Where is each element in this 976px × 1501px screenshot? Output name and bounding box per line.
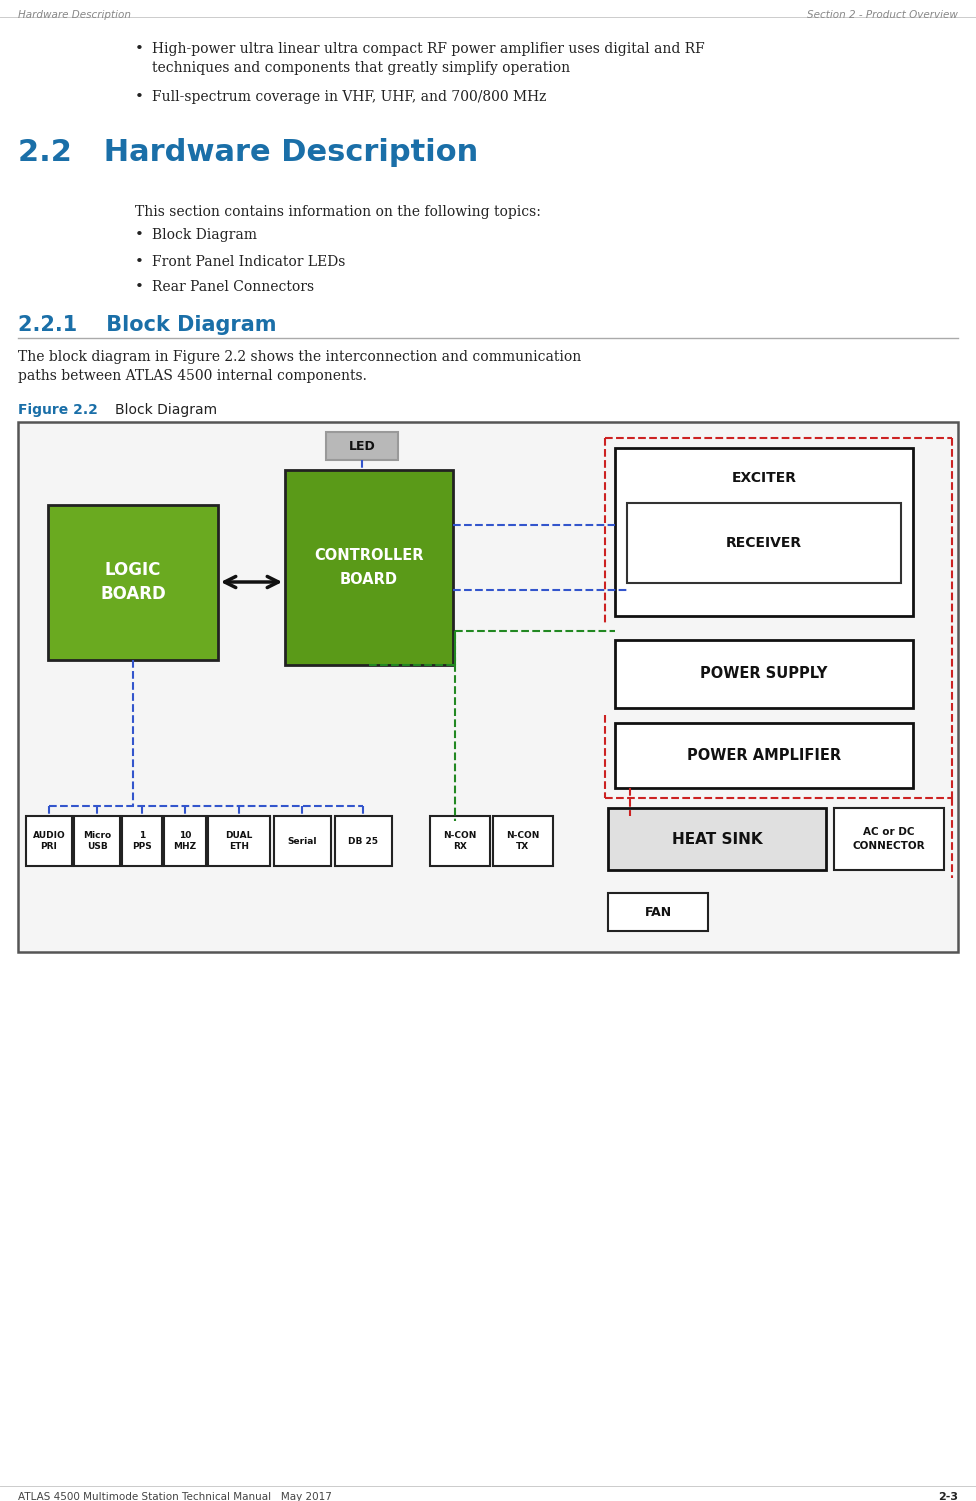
Bar [608, 808, 826, 871]
Bar [615, 447, 913, 615]
Text: Block Diagram: Block Diagram [152, 228, 257, 242]
Bar [834, 808, 944, 871]
Text: Full-spectrum coverage in VHF, UHF, and 700/800 MHz: Full-spectrum coverage in VHF, UHF, and … [152, 90, 547, 104]
Text: BOARD: BOARD [340, 572, 398, 587]
Text: ATLAS 4500 Multimode Station Technical Manual   May 2017: ATLAS 4500 Multimode Station Technical M… [18, 1492, 332, 1501]
Bar [208, 817, 270, 866]
Bar [48, 504, 218, 660]
Bar [26, 817, 72, 866]
Text: •: • [135, 90, 143, 104]
Text: AUDIO
PRI: AUDIO PRI [32, 832, 65, 851]
Text: 10
MHZ: 10 MHZ [174, 832, 196, 851]
Text: •: • [135, 281, 143, 294]
Text: FAN: FAN [644, 905, 671, 919]
Bar [122, 817, 162, 866]
Text: techniques and components that greatly simplify operation: techniques and components that greatly s… [152, 62, 570, 75]
Text: Hardware Description: Hardware Description [18, 11, 131, 20]
Bar [627, 503, 901, 582]
Text: 1
PPS: 1 PPS [132, 832, 152, 851]
Text: Rear Panel Connectors: Rear Panel Connectors [152, 281, 314, 294]
Bar [326, 432, 398, 459]
Text: POWER SUPPLY: POWER SUPPLY [701, 666, 828, 681]
Text: EXCITER: EXCITER [731, 471, 796, 485]
Bar [18, 422, 958, 952]
Text: Block Diagram: Block Diagram [115, 402, 217, 417]
Text: BOARD: BOARD [101, 585, 166, 603]
Bar [615, 639, 913, 708]
Text: Front Panel Indicator LEDs: Front Panel Indicator LEDs [152, 255, 346, 269]
Text: N-CON
RX: N-CON RX [443, 832, 476, 851]
Text: 2-3: 2-3 [938, 1492, 958, 1501]
Text: DUAL
ETH: DUAL ETH [225, 832, 253, 851]
Text: Section 2 - Product Overview: Section 2 - Product Overview [807, 11, 958, 20]
Text: Micro
USB: Micro USB [83, 832, 111, 851]
Bar [493, 817, 553, 866]
Text: 2.2.1    Block Diagram: 2.2.1 Block Diagram [18, 315, 276, 335]
Bar [335, 817, 392, 866]
Text: POWER AMPLIFIER: POWER AMPLIFIER [687, 747, 841, 763]
Text: HEAT SINK: HEAT SINK [671, 832, 762, 847]
Text: CONTROLLER: CONTROLLER [314, 548, 424, 563]
Bar [430, 817, 490, 866]
Text: DB 25: DB 25 [348, 836, 378, 845]
Text: RECEIVER: RECEIVER [726, 536, 802, 549]
Text: N-CON
TX: N-CON TX [507, 832, 540, 851]
Bar [285, 470, 453, 665]
Text: High-power ultra linear ultra compact RF power amplifier uses digital and RF: High-power ultra linear ultra compact RF… [152, 42, 705, 56]
Text: •: • [135, 255, 143, 269]
Bar [274, 817, 331, 866]
Text: AC or DC
CONNECTOR: AC or DC CONNECTOR [853, 827, 925, 851]
Text: LOGIC: LOGIC [104, 561, 161, 579]
Text: This section contains information on the following topics:: This section contains information on the… [135, 206, 541, 219]
Text: paths between ATLAS 4500 internal components.: paths between ATLAS 4500 internal compon… [18, 369, 367, 383]
Text: Serial: Serial [287, 836, 317, 845]
Text: Figure 2.2: Figure 2.2 [18, 402, 98, 417]
Bar [608, 893, 708, 931]
Bar [164, 817, 206, 866]
Text: •: • [135, 42, 143, 56]
Bar [74, 817, 120, 866]
Text: The block diagram in Figure 2.2 shows the interconnection and communication: The block diagram in Figure 2.2 shows th… [18, 350, 582, 365]
Bar [615, 723, 913, 788]
Text: •: • [135, 228, 143, 242]
Text: LED: LED [348, 440, 376, 452]
Text: 2.2   Hardware Description: 2.2 Hardware Description [18, 138, 478, 167]
